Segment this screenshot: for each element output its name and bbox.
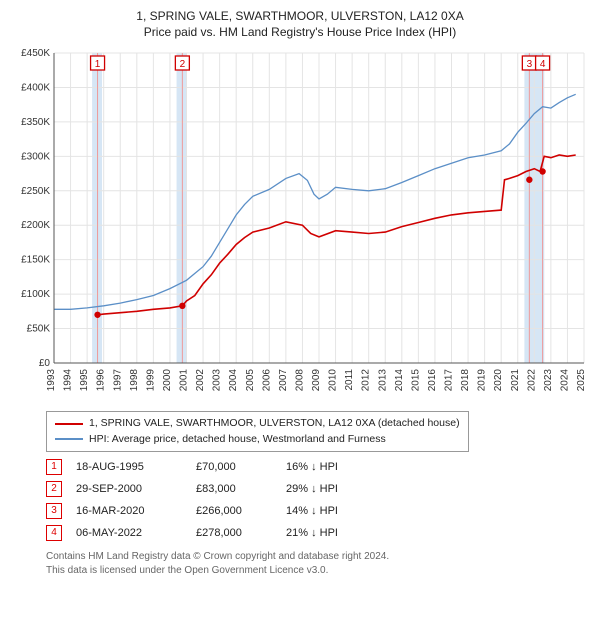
svg-text:£300K: £300K <box>21 151 50 162</box>
sale-marker-badge: 4 <box>46 525 62 541</box>
svg-text:1999: 1999 <box>145 368 156 391</box>
svg-text:2006: 2006 <box>261 368 272 391</box>
sale-hpi-diff: 29% ↓ HPI <box>286 478 352 500</box>
svg-text:2: 2 <box>180 59 186 70</box>
svg-text:2024: 2024 <box>559 368 570 391</box>
sale-hpi-diff: 16% ↓ HPI <box>286 456 352 478</box>
sale-price: £70,000 <box>196 456 286 478</box>
svg-text:2019: 2019 <box>477 368 488 391</box>
chart-title: 1, SPRING VALE, SWARTHMOOR, ULVERSTON, L… <box>8 8 592 25</box>
sale-date: 29-SEP-2000 <box>76 478 196 500</box>
table-row: 3 16-MAR-2020£266,00014% ↓ HPI <box>46 500 352 522</box>
svg-text:2007: 2007 <box>278 368 289 391</box>
svg-text:2018: 2018 <box>460 368 471 391</box>
svg-text:1997: 1997 <box>112 368 123 391</box>
legend: 1, SPRING VALE, SWARTHMOOR, ULVERSTON, L… <box>46 411 469 453</box>
svg-text:2002: 2002 <box>195 368 206 391</box>
svg-text:2021: 2021 <box>510 368 521 391</box>
legend-label: 1, SPRING VALE, SWARTHMOOR, ULVERSTON, L… <box>89 416 460 432</box>
svg-text:£150K: £150K <box>21 254 50 265</box>
svg-text:2005: 2005 <box>245 368 256 391</box>
sale-price: £278,000 <box>196 522 286 544</box>
legend-swatch <box>55 423 83 425</box>
svg-text:£450K: £450K <box>21 48 50 59</box>
table-row: 1 18-AUG-1995£70,00016% ↓ HPI <box>46 456 352 478</box>
legend-item: HPI: Average price, detached house, West… <box>55 432 460 448</box>
footer-line-2: This data is licensed under the Open Gov… <box>46 564 592 578</box>
svg-text:£100K: £100K <box>21 289 50 300</box>
chart-header: 1, SPRING VALE, SWARTHMOOR, ULVERSTON, L… <box>8 8 592 39</box>
svg-text:2012: 2012 <box>361 368 372 391</box>
svg-text:2014: 2014 <box>394 368 405 391</box>
sale-hpi-diff: 21% ↓ HPI <box>286 522 352 544</box>
svg-text:2009: 2009 <box>311 368 322 391</box>
footer-line-1: Contains HM Land Registry data © Crown c… <box>46 550 592 564</box>
svg-text:2022: 2022 <box>526 368 537 391</box>
price-chart: 1 2 34 £0 £50K £100K £150K £200K £250K £300K £350K… <box>8 45 592 405</box>
sale-marker-badge: 3 <box>46 503 62 519</box>
svg-text:2011: 2011 <box>344 368 355 390</box>
svg-text:2020: 2020 <box>493 368 504 391</box>
svg-text:£200K: £200K <box>21 220 50 231</box>
svg-text:2000: 2000 <box>162 368 173 391</box>
sale-price: £83,000 <box>196 478 286 500</box>
svg-text:£400K: £400K <box>21 82 50 93</box>
sale-marker-badge: 1 <box>46 459 62 475</box>
svg-text:2004: 2004 <box>228 368 239 391</box>
svg-text:£0: £0 <box>39 358 51 369</box>
svg-text:3: 3 <box>527 59 533 70</box>
svg-text:1: 1 <box>95 59 101 70</box>
svg-text:2010: 2010 <box>328 368 339 391</box>
svg-text:1995: 1995 <box>79 368 90 391</box>
svg-text:2008: 2008 <box>294 368 305 391</box>
svg-text:£250K: £250K <box>21 186 50 197</box>
sale-date: 06-MAY-2022 <box>76 522 196 544</box>
svg-text:2016: 2016 <box>427 368 438 391</box>
table-row: 4 06-MAY-2022£278,00021% ↓ HPI <box>46 522 352 544</box>
svg-text:£350K: £350K <box>21 117 50 128</box>
svg-text:1993: 1993 <box>46 368 57 391</box>
svg-text:2015: 2015 <box>410 368 421 391</box>
svg-text:2017: 2017 <box>444 368 455 391</box>
svg-text:1994: 1994 <box>63 368 74 391</box>
svg-text:2013: 2013 <box>377 368 388 391</box>
svg-text:2003: 2003 <box>212 368 223 391</box>
sale-price: £266,000 <box>196 500 286 522</box>
svg-text:1996: 1996 <box>96 368 107 391</box>
svg-text:£50K: £50K <box>27 323 51 334</box>
legend-item: 1, SPRING VALE, SWARTHMOOR, ULVERSTON, L… <box>55 416 460 432</box>
chart-svg: 1 2 34 £0 £50K £100K £150K £200K £250K £300K £350K… <box>8 45 592 405</box>
svg-text:4: 4 <box>540 59 546 70</box>
sale-date: 18-AUG-1995 <box>76 456 196 478</box>
sales-table: 1 18-AUG-1995£70,00016% ↓ HPI 2 29-SEP-2000… <box>46 456 352 544</box>
svg-text:1998: 1998 <box>129 368 140 391</box>
legend-label: HPI: Average price, detached house, West… <box>89 432 386 448</box>
legend-swatch <box>55 438 83 440</box>
sale-date: 16-MAR-2020 <box>76 500 196 522</box>
svg-text:2023: 2023 <box>543 368 554 391</box>
svg-text:2001: 2001 <box>179 368 190 391</box>
table-row: 2 29-SEP-2000£83,00029% ↓ HPI <box>46 478 352 500</box>
sale-hpi-diff: 14% ↓ HPI <box>286 500 352 522</box>
sale-marker-badge: 2 <box>46 481 62 497</box>
svg-text:2025: 2025 <box>576 368 587 391</box>
footer-attribution: Contains HM Land Registry data © Crown c… <box>46 550 592 578</box>
chart-subtitle: Price paid vs. HM Land Registry's House … <box>8 25 592 39</box>
